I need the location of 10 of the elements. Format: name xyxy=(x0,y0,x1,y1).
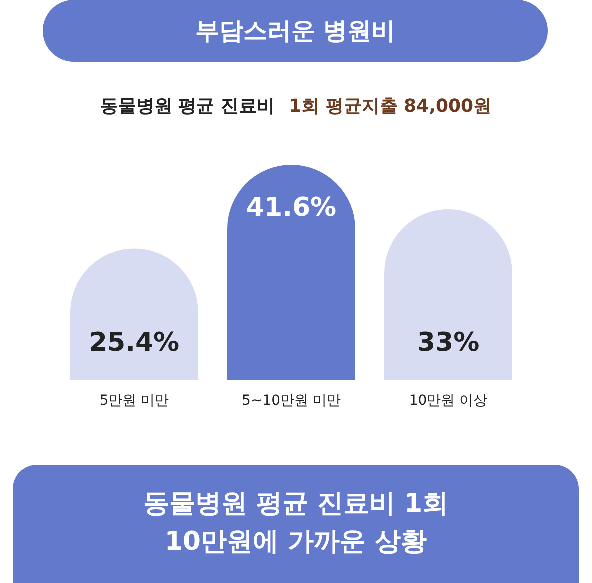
x-tick-label: 10만원 이상 xyxy=(409,393,488,409)
x-tick-label: 5만원 미만 xyxy=(100,393,170,409)
data-label: 41.6% xyxy=(246,193,337,223)
text: 1회 평균지출 84,000원 xyxy=(289,96,492,117)
chart-title: 부담스러운 병원비 xyxy=(43,0,548,62)
data-label: 33% xyxy=(417,328,480,358)
text: 동물병원 평균 진료비 1회 10만원에 가까운 상황 xyxy=(142,488,450,559)
chart-subtitle: 동물병원 평균 진료비 xyxy=(100,96,275,117)
x-tick-label: 5~10만원 미만 xyxy=(242,393,341,409)
data-label: 25.4% xyxy=(89,328,180,358)
